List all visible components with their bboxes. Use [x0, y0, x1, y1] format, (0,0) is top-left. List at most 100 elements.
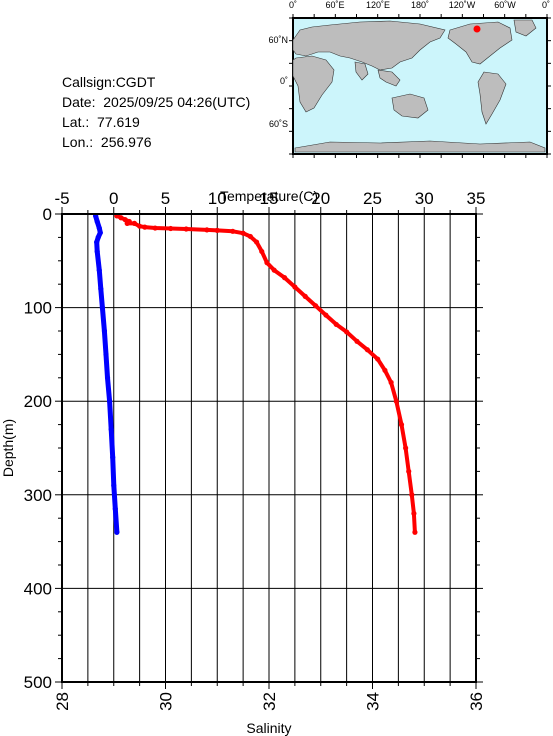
float-position-marker: [473, 25, 481, 33]
bottom-axis-tick-label: 36: [467, 692, 486, 711]
salinity-point: [96, 267, 102, 273]
temperature-point: [382, 367, 388, 373]
temperature-point: [281, 275, 288, 281]
temperature-point: [398, 422, 405, 428]
y-axis-tick-label: 100: [24, 299, 52, 318]
top-axis-tick-label: 25: [363, 189, 382, 208]
land-south-america: [477, 71, 507, 125]
salinity-point: [94, 239, 100, 245]
top-axis-tick-label: -5: [54, 189, 69, 208]
salinity-point: [104, 375, 111, 381]
y-axis-tick-label: 200: [24, 392, 52, 411]
salinity-point: [95, 234, 101, 240]
temperature-point: [259, 248, 265, 255]
salinity-point: [97, 230, 103, 236]
map-lon-label-0: 0˚: [289, 0, 297, 10]
land-eurasia: [292, 20, 446, 71]
salinity-point: [101, 328, 108, 334]
salinity-point: [96, 225, 102, 231]
temperature-point: [388, 379, 394, 386]
y-axis-label: Depth(m): [0, 419, 16, 477]
temperature-point: [333, 321, 339, 328]
temperature-point: [354, 338, 360, 344]
land-africa: [292, 55, 335, 113]
map-lon-label-3: 180˚: [411, 0, 429, 10]
y-axis-tick-label: 500: [24, 673, 52, 692]
temperature-point: [323, 312, 329, 318]
chart-series: [93, 213, 418, 535]
map-landmasses: [292, 19, 546, 153]
temperature-point: [253, 239, 260, 245]
land-greenland: [513, 19, 537, 37]
top-axis-tick-label: 15: [260, 189, 279, 208]
salinity-point: [110, 454, 116, 460]
land-antarctica: [294, 140, 546, 153]
profile-info: Callsign:CGDT Date: 2025/09/25 04:26(UTC…: [62, 72, 250, 152]
temperature-point: [131, 220, 138, 226]
bottom-axis-tick-label: 30: [157, 692, 176, 711]
land-australia: [391, 93, 429, 119]
map-lon-label-6: 0˚: [542, 0, 550, 10]
salinity-point: [99, 305, 105, 311]
y-axis-tick-label: 0: [43, 205, 52, 224]
temperature-point: [204, 227, 210, 233]
map-lat-label-0: 60˚N: [268, 35, 288, 45]
salinity-point: [103, 351, 109, 357]
map-lon-label-1: 60˚E: [325, 0, 344, 10]
temperature-point: [230, 228, 236, 234]
temperature-point: [344, 329, 350, 335]
temperature-point: [142, 224, 148, 230]
top-axis-tick-label: 5: [161, 189, 170, 208]
temperature-point: [302, 293, 308, 299]
temperature-point: [118, 215, 124, 221]
chart-grid: [61, 213, 477, 683]
salinity-point: [107, 398, 113, 404]
bottom-axis-label: Salinity: [246, 720, 291, 736]
top-axis-tick-label: 30: [415, 189, 434, 208]
bottom-axis-tick-label: 32: [260, 692, 279, 711]
salinity-point: [111, 482, 117, 489]
temperature-point: [375, 356, 381, 362]
temperature-point: [152, 225, 158, 231]
temperature-point: [214, 227, 220, 233]
temperature-point: [412, 529, 418, 535]
top-axis-tick-label: 0: [109, 189, 118, 208]
salinity-point: [98, 286, 104, 292]
top-axis-tick-label: 20: [311, 189, 330, 208]
temperature-point: [364, 347, 370, 353]
temperature-point: [247, 233, 253, 240]
longitude-text: Lon.: 256.976: [62, 134, 152, 150]
temperature-point: [292, 284, 298, 290]
top-axis-tick-label: 35: [467, 189, 486, 208]
y-axis-tick-label: 400: [24, 579, 52, 598]
map-lat-label-1: 0˚: [280, 76, 288, 86]
salinity-point: [94, 218, 100, 225]
land-north-america: [447, 21, 513, 65]
temperature-point: [183, 226, 189, 232]
temperature-point: [124, 220, 130, 226]
temperature-point: [393, 398, 399, 404]
map-lon-label-5: 60˚W: [494, 0, 516, 10]
salinity-point: [112, 506, 118, 512]
top-axis-tick-label: 10: [208, 189, 227, 208]
temperature-point: [168, 225, 174, 232]
temperature-point: [406, 468, 412, 474]
map-frame-ticks: [289, 14, 551, 158]
land-india: [354, 61, 369, 81]
temperature-point: [409, 492, 415, 498]
y-axis-tick-label: 300: [24, 486, 52, 505]
salinity-point: [114, 529, 120, 535]
land-seasia: [377, 69, 401, 87]
temperature-point: [137, 223, 143, 229]
salinity-point: [94, 248, 100, 255]
temperature-point: [403, 445, 409, 451]
salinity-point: [108, 426, 114, 432]
callsign-text: Callsign:CGDT: [62, 74, 156, 90]
bottom-axis-tick-label: 28: [53, 692, 72, 711]
top-axis-label: Temperature(C): [220, 188, 318, 204]
bottom-axis-tick-label: 34: [364, 692, 383, 711]
temperature-point: [411, 510, 417, 517]
map-lon-label-2: 120˚E: [366, 0, 390, 10]
